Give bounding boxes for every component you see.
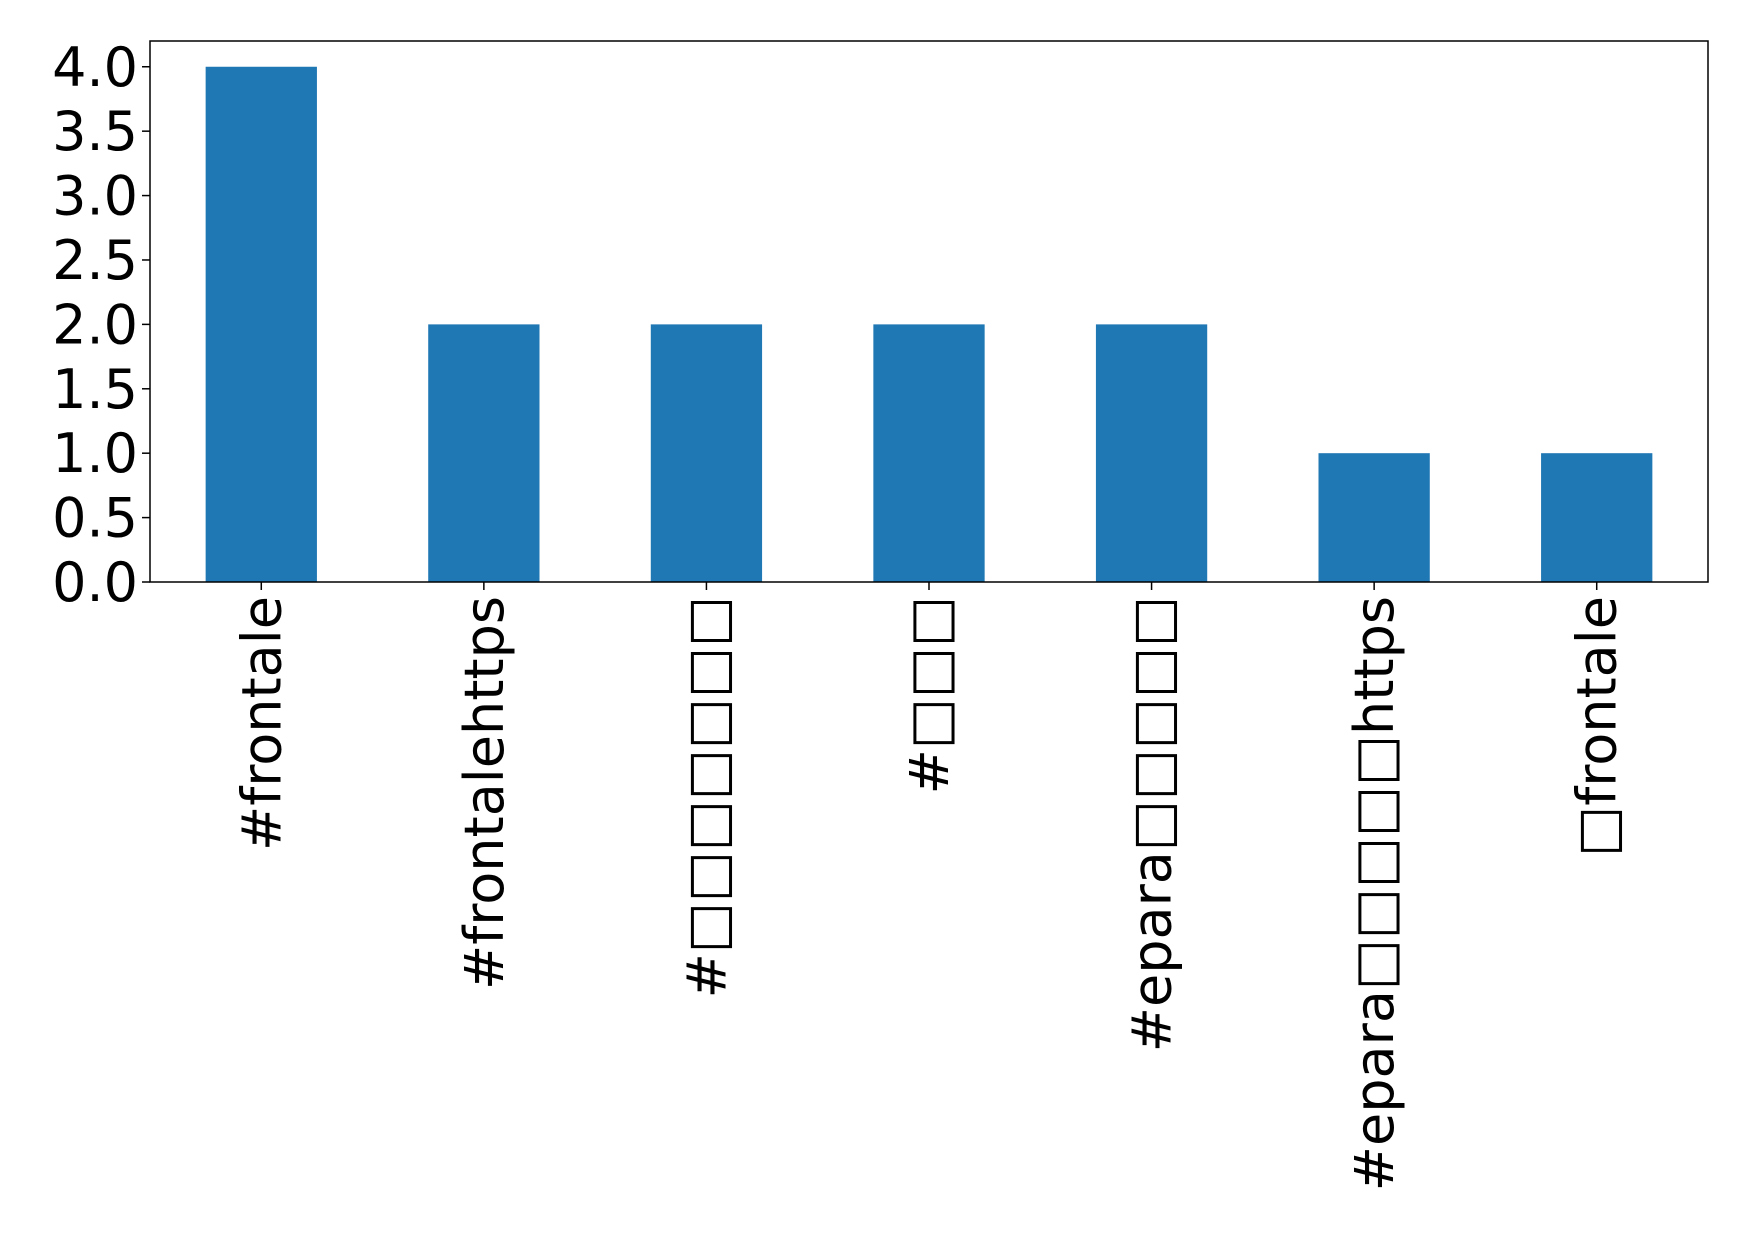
- bar: [1318, 453, 1430, 582]
- x-tick-label: □frontale: [1566, 596, 1629, 857]
- y-tick-label: 1.5: [52, 358, 138, 421]
- bar: [1095, 324, 1208, 582]
- y-tick-label: 1.0: [52, 422, 138, 485]
- y-tick-label: 0.0: [52, 551, 138, 614]
- y-tick-label: 4.0: [52, 36, 138, 99]
- x-tick-label: #frontale: [230, 596, 293, 851]
- bar: [873, 324, 985, 582]
- y-tick-label: 2.0: [52, 293, 138, 356]
- y-tick-label: 0.5: [52, 487, 138, 550]
- bar: [205, 66, 317, 582]
- y-tick-label: 3.5: [52, 100, 138, 163]
- y-tick-label: 3.0: [52, 165, 138, 228]
- plot-frame: [149, 40, 1709, 583]
- bar: [1541, 453, 1653, 582]
- x-tick-label: #□□□□□□□: [675, 596, 738, 998]
- y-tick-label: 2.5: [52, 229, 138, 292]
- x-tick-label: #□□□: [898, 596, 961, 794]
- x-tick-label: #epara□□□□□: [1121, 596, 1184, 1052]
- bar: [428, 324, 540, 582]
- bar: [650, 324, 763, 582]
- x-tick-label: #frontalehttps: [453, 596, 516, 990]
- x-tick-label: #epara□□□□□https: [1343, 596, 1406, 1191]
